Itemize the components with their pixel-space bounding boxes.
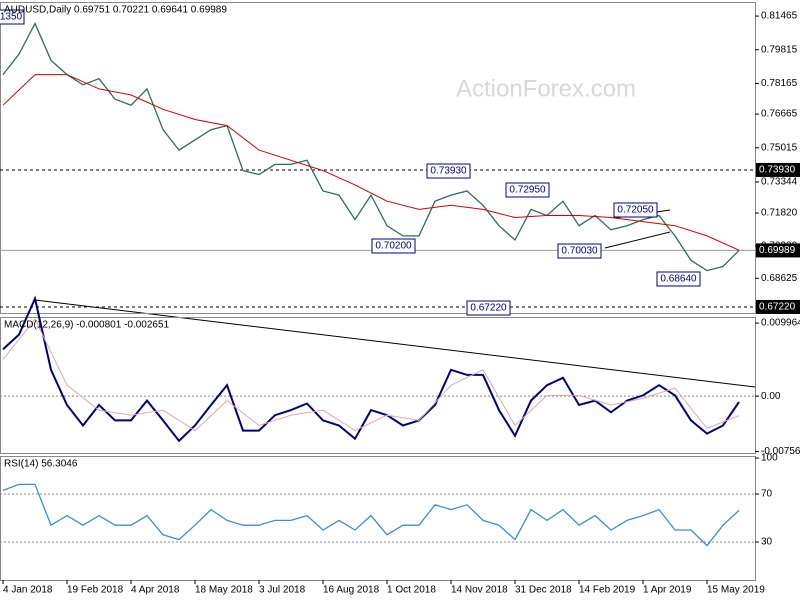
x-tick-label: 18 May 2018 xyxy=(195,585,253,596)
series-line xyxy=(2,483,740,547)
annotation: 0.70030 xyxy=(561,246,598,257)
y-tick-label: 30 xyxy=(761,537,773,548)
panel-frame xyxy=(0,317,756,454)
y-tick-label: 0.00 xyxy=(761,391,781,402)
annotation: 1350 xyxy=(0,12,23,23)
x-tick-label: 3 Jul 2018 xyxy=(259,585,306,596)
x-tick-label: 19 Feb 2018 xyxy=(67,585,124,596)
x-tick-label: 4 Apr 2018 xyxy=(131,585,180,596)
y-tick-label: -0.00756 xyxy=(761,446,800,457)
annotation-box xyxy=(466,300,511,316)
panel-frame xyxy=(0,2,756,314)
panel-title: MACD(12,26,9) -0.000801 -0.002651 xyxy=(4,320,170,331)
annotation: 0.72050 xyxy=(617,205,654,216)
level-label: 0.67220 xyxy=(759,302,796,313)
x-tick-label: 4 Jan 2018 xyxy=(3,585,53,596)
annotation-box xyxy=(371,238,416,254)
x-tick-label: 1 Oct 2018 xyxy=(387,585,436,596)
annotation: 0.72950 xyxy=(509,185,546,196)
annotation-box xyxy=(557,243,602,259)
y-tick-label: 0.81465 xyxy=(761,11,798,22)
y-tick-label: 0.75015 xyxy=(761,142,798,153)
x-tick-label: 16 Aug 2018 xyxy=(323,585,380,596)
y-tick-label: 70 xyxy=(761,489,773,500)
x-tick-label: 15 May 2019 xyxy=(707,585,765,596)
level-box xyxy=(756,162,800,177)
panel-frame xyxy=(0,456,756,581)
x-tick-label: 14 Feb 2019 xyxy=(579,585,636,596)
x-tick-label: 1 Apr 2019 xyxy=(643,585,692,596)
y-tick-label: 0.009964 xyxy=(761,318,800,329)
x-tick-label: 14 Nov 2018 xyxy=(451,585,508,596)
y-tick-label: 0.68625 xyxy=(761,273,798,284)
series-line xyxy=(2,318,740,432)
price-trendline xyxy=(604,231,671,249)
watermark: ActionForex.com xyxy=(456,75,636,102)
y-tick-label: 0.71820 xyxy=(761,208,798,219)
annotation-box xyxy=(656,271,701,287)
series-line xyxy=(2,21,740,272)
annotation-box xyxy=(0,9,25,25)
y-tick-label: 0.79815 xyxy=(761,44,798,55)
annotation-box xyxy=(613,202,658,218)
annotation: 0.68640 xyxy=(660,274,697,285)
macd-trendline xyxy=(34,299,756,388)
annotation: 0.73930 xyxy=(430,166,467,177)
series-line xyxy=(2,295,740,443)
level-label: 0.69989 xyxy=(759,245,796,256)
y-tick-label: 100 xyxy=(761,453,778,464)
annotation: 0.70200 xyxy=(375,241,412,252)
y-tick-label: 0.76665 xyxy=(761,109,798,120)
annotation-box xyxy=(426,163,471,179)
x-tick-label: 31 Dec 2018 xyxy=(515,585,572,596)
panel-title: AUDUSD,Daily 0.69751 0.70221 0.69641 0.6… xyxy=(4,5,227,16)
y-tick-label: 0.78165 xyxy=(761,78,798,89)
annotation-box xyxy=(505,182,550,198)
annotation: 0.67220 xyxy=(470,303,507,314)
series-line xyxy=(2,74,740,251)
level-label: 0.73930 xyxy=(759,165,796,176)
y-tick-label: 0.73344 xyxy=(761,177,798,188)
panel-title: RSI(14) 56.3046 xyxy=(4,459,78,470)
level-box xyxy=(756,299,800,314)
level-box xyxy=(756,243,800,258)
